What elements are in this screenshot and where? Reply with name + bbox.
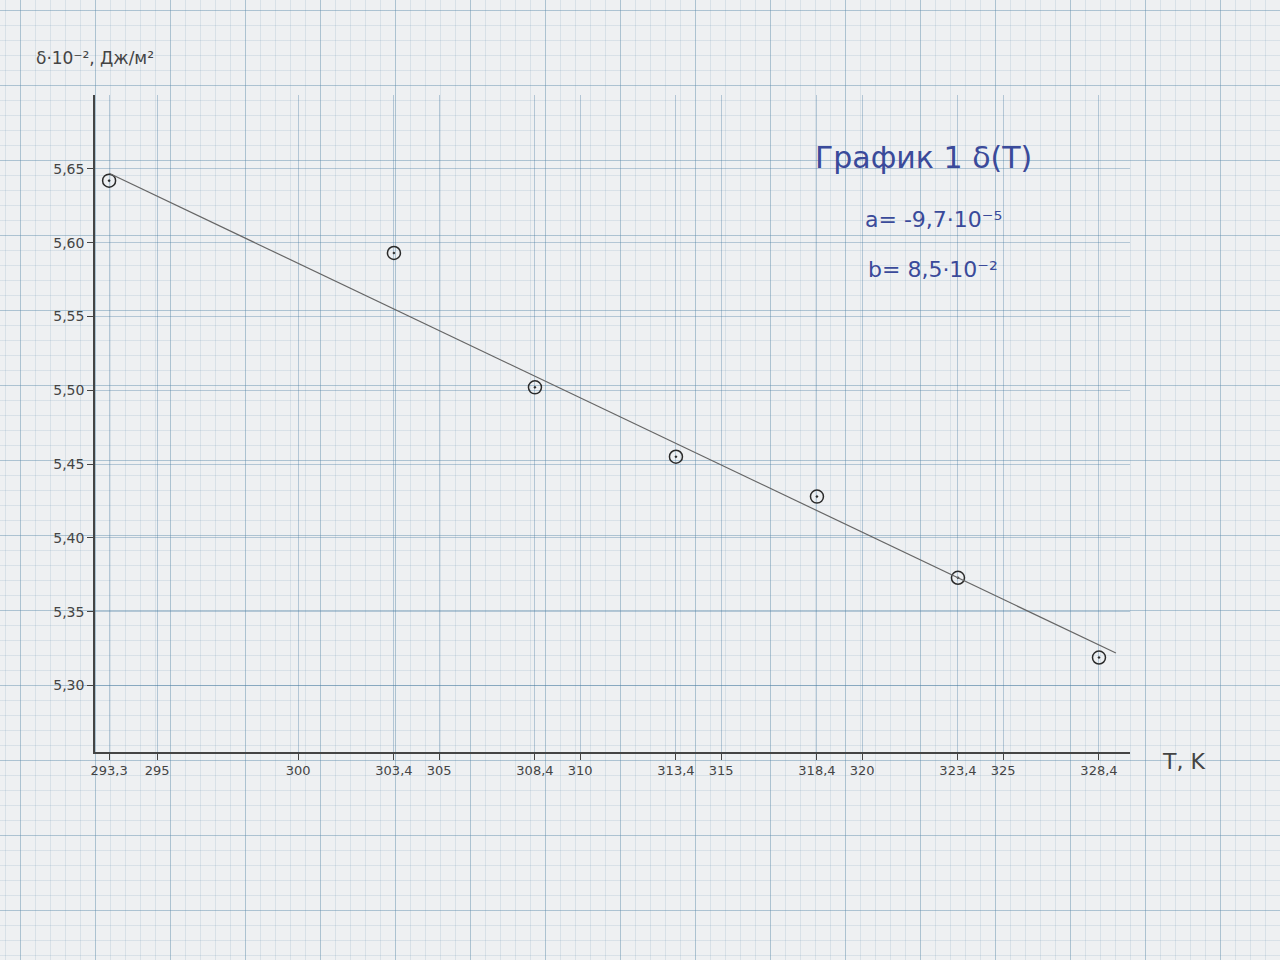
svg-text:313,4: 313,4: [657, 763, 694, 778]
svg-text:315: 315: [709, 763, 734, 778]
svg-text:b= 8,5·10⁻²: b= 8,5·10⁻²: [868, 257, 998, 282]
svg-text:303,4: 303,4: [375, 763, 412, 778]
svg-text:318,4: 318,4: [798, 763, 835, 778]
svg-text:5,35: 5,35: [53, 604, 84, 620]
svg-text:293,3: 293,3: [90, 763, 127, 778]
svg-text:300: 300: [286, 763, 311, 778]
svg-text:5,30: 5,30: [53, 677, 84, 693]
svg-text:δ·10⁻², Дж/м²: δ·10⁻², Дж/м²: [36, 48, 154, 68]
svg-text:320: 320: [850, 763, 875, 778]
svg-text:305: 305: [427, 763, 452, 778]
svg-text:310: 310: [568, 763, 593, 778]
svg-text:308,4: 308,4: [516, 763, 553, 778]
svg-text:5,65: 5,65: [53, 161, 84, 177]
svg-text:325: 325: [991, 763, 1016, 778]
svg-text:5,45: 5,45: [53, 456, 84, 472]
svg-text:5,40: 5,40: [53, 530, 84, 546]
svg-text:График 1 δ(T): График 1 δ(T): [815, 140, 1032, 175]
svg-text:a= -9,7·10⁻⁵: a= -9,7·10⁻⁵: [865, 207, 1002, 232]
svg-text:5,60: 5,60: [53, 235, 84, 251]
svg-text:T, K: T, K: [1162, 749, 1205, 774]
svg-text:5,50: 5,50: [53, 382, 84, 398]
svg-text:5,55: 5,55: [53, 308, 84, 324]
svg-text:295: 295: [145, 763, 170, 778]
svg-text:323,4: 323,4: [939, 763, 976, 778]
svg-text:328,4: 328,4: [1080, 763, 1117, 778]
